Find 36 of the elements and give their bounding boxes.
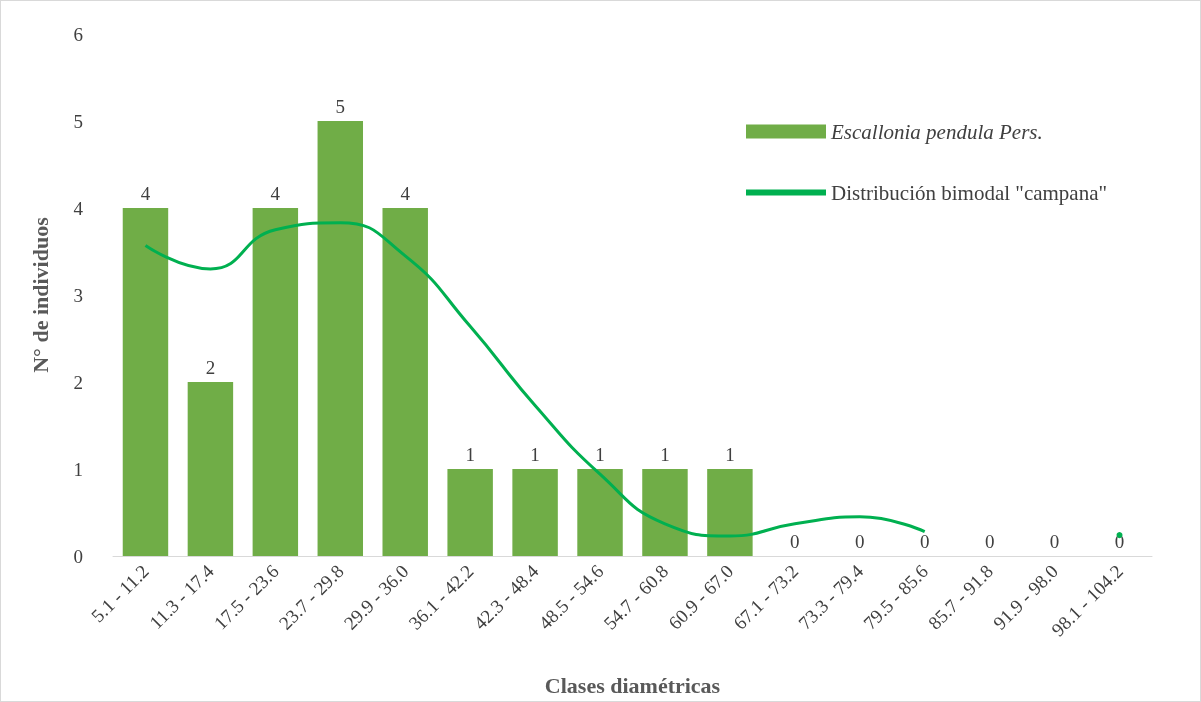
y-tick-label: 5: [73, 110, 83, 132]
legend-label: Escallonia pendula Pers.: [830, 119, 1043, 144]
data-label: 0: [790, 531, 800, 552]
bar: [187, 382, 234, 556]
bar: [252, 208, 299, 556]
data-label: 4: [140, 183, 151, 204]
data-label: 0: [919, 531, 930, 552]
data-label: 4: [270, 183, 281, 204]
bar: [642, 469, 688, 556]
data-label: 1: [530, 444, 540, 465]
data-label: 0: [984, 531, 995, 552]
bar: [577, 469, 623, 556]
data-label: 1: [660, 444, 670, 465]
data-label: 1: [725, 444, 735, 465]
bar: [122, 208, 169, 556]
data-label: 1: [595, 444, 605, 465]
y-tick-label: 2: [73, 371, 83, 393]
x-axis-title: Clases diamétricas: [544, 672, 721, 698]
data-label: 4: [400, 183, 411, 204]
bar: [447, 469, 493, 556]
data-label: 2: [205, 357, 216, 378]
data-label: 0: [1049, 531, 1060, 552]
data-label: 5: [335, 96, 346, 117]
bar: [707, 469, 753, 556]
bar: [512, 469, 558, 556]
legend-label: Distribución bimodal "campana": [831, 180, 1108, 205]
bar: [382, 208, 428, 556]
y-tick-label: 6: [73, 23, 83, 45]
y-tick-label: 3: [73, 284, 83, 306]
y-axis-title: N° de individuos: [27, 216, 53, 373]
y-tick-label: 1: [73, 458, 83, 480]
y-tick-label: 0: [73, 545, 83, 567]
y-tick-label: 4: [73, 197, 84, 219]
bar: [317, 121, 364, 556]
data-label: 1: [465, 444, 475, 465]
data-label: 0: [855, 531, 865, 552]
